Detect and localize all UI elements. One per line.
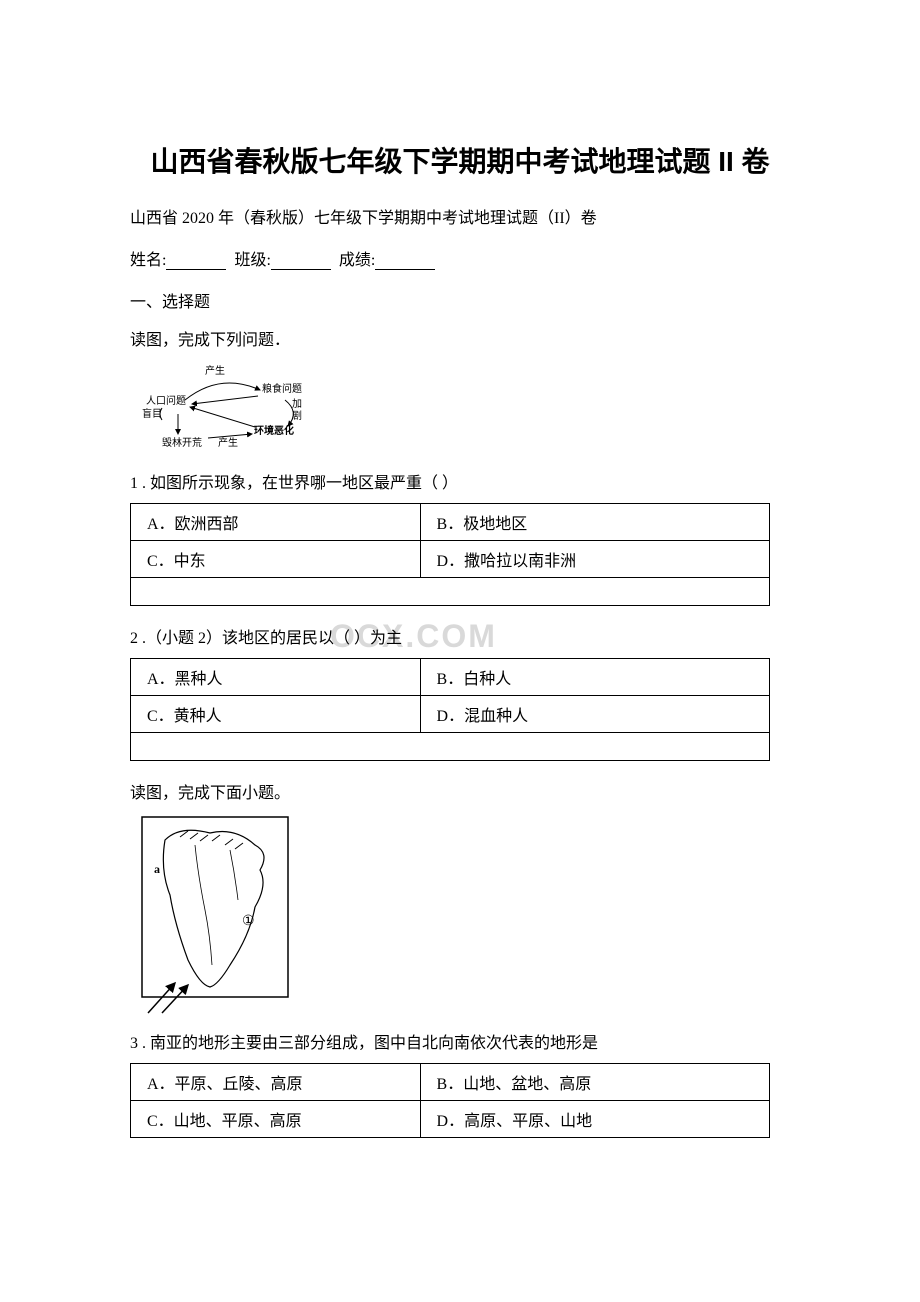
- table-row: A．黑种人 B．白种人: [131, 659, 770, 696]
- node-produce-bot: 产生: [218, 436, 238, 449]
- question-3: 3 . 南亚的地形主要由三部分组成，图中自北向南依次代表的地形是: [130, 1029, 790, 1053]
- class-label: 班级:: [234, 252, 270, 269]
- q1-option-d[interactable]: D．撒哈拉以南非洲: [420, 541, 769, 578]
- question-2: 2 .（小题 2）该地区的居民以（ ）为主: [130, 624, 790, 648]
- question-1: 1 . 如图所示现象，在世界哪一地区最严重（ ）: [130, 469, 790, 493]
- q3-option-c[interactable]: C．山地、平原、高原: [131, 1101, 421, 1138]
- node-env: 环境恶化: [254, 424, 294, 437]
- table-row: A．欧洲西部 B．极地地区: [131, 504, 770, 541]
- node-food: 粮食问题: [262, 382, 302, 395]
- table-row: [131, 733, 770, 761]
- map-label-a: a: [154, 862, 160, 876]
- node-blind: 盲目: [142, 407, 162, 420]
- node-produce-top: 产生: [205, 364, 225, 377]
- q3-option-a[interactable]: A．平原、丘陵、高原: [131, 1064, 421, 1101]
- diagram-svg: 产生 粮食问题 人口问题 盲目 加 剧 毁林开荒 产生 环境恶化: [140, 362, 315, 450]
- name-label: 姓名:: [130, 252, 166, 269]
- student-info-line: 姓名: 班级: 成绩:: [130, 246, 790, 270]
- empty-cell: [131, 578, 770, 606]
- q3-option-b[interactable]: B．山地、盆地、高原: [420, 1064, 769, 1101]
- q2-option-a[interactable]: A．黑种人: [131, 659, 421, 696]
- table-row: [131, 578, 770, 606]
- q3-options-table: A．平原、丘陵、高原 B．山地、盆地、高原 C．山地、平原、高原 D．高原、平原…: [130, 1063, 770, 1138]
- doc-title: 山西省春秋版七年级下学期期中考试地理试题 II 卷: [130, 140, 790, 180]
- subtitle: 山西省 2020 年（春秋版）七年级下学期期中考试地理试题（II）卷: [130, 204, 790, 228]
- table-row: C．中东 D．撒哈拉以南非洲: [131, 541, 770, 578]
- node-agg-top: 加: [292, 398, 302, 410]
- class-blank[interactable]: [271, 252, 331, 270]
- table-row: C．山地、平原、高原 D．高原、平原、山地: [131, 1101, 770, 1138]
- read-figure-2: 读图，完成下面小题。: [130, 779, 790, 803]
- empty-cell: [131, 733, 770, 761]
- q3-option-d[interactable]: D．高原、平原、山地: [420, 1101, 769, 1138]
- map-south-asia: a ①: [140, 815, 790, 1015]
- node-pop: 人口问题: [146, 394, 186, 407]
- q2-options-table: A．黑种人 B．白种人 C．黄种人 D．混血种人: [130, 658, 770, 761]
- read-figure-1: 读图，完成下列问题．: [130, 326, 790, 350]
- score-blank[interactable]: [375, 252, 435, 270]
- q2-option-d[interactable]: D．混血种人: [420, 696, 769, 733]
- q1-options-table: A．欧洲西部 B．极地地区 C．中东 D．撒哈拉以南非洲: [130, 503, 770, 606]
- score-label: 成绩:: [339, 252, 375, 269]
- q1-option-a[interactable]: A．欧洲西部: [131, 504, 421, 541]
- map-svg: a ①: [140, 815, 290, 1015]
- name-blank[interactable]: [166, 252, 226, 270]
- map-label-circle-1: ①: [242, 914, 255, 929]
- node-deforest: 毁林开荒: [162, 436, 202, 449]
- section-1-head: 一、选择题: [130, 288, 790, 312]
- table-row: A．平原、丘陵、高原 B．山地、盆地、高原: [131, 1064, 770, 1101]
- q2-option-c[interactable]: C．黄种人: [131, 696, 421, 733]
- q1-option-b[interactable]: B．极地地区: [420, 504, 769, 541]
- diagram-pop-food-env: 产生 粮食问题 人口问题 盲目 加 剧 毁林开荒 产生 环境恶化: [140, 362, 790, 455]
- table-row: C．黄种人 D．混血种人: [131, 696, 770, 733]
- q2-option-b[interactable]: B．白种人: [420, 659, 769, 696]
- node-agg-bot: 剧: [292, 410, 302, 422]
- q1-option-c[interactable]: C．中东: [131, 541, 421, 578]
